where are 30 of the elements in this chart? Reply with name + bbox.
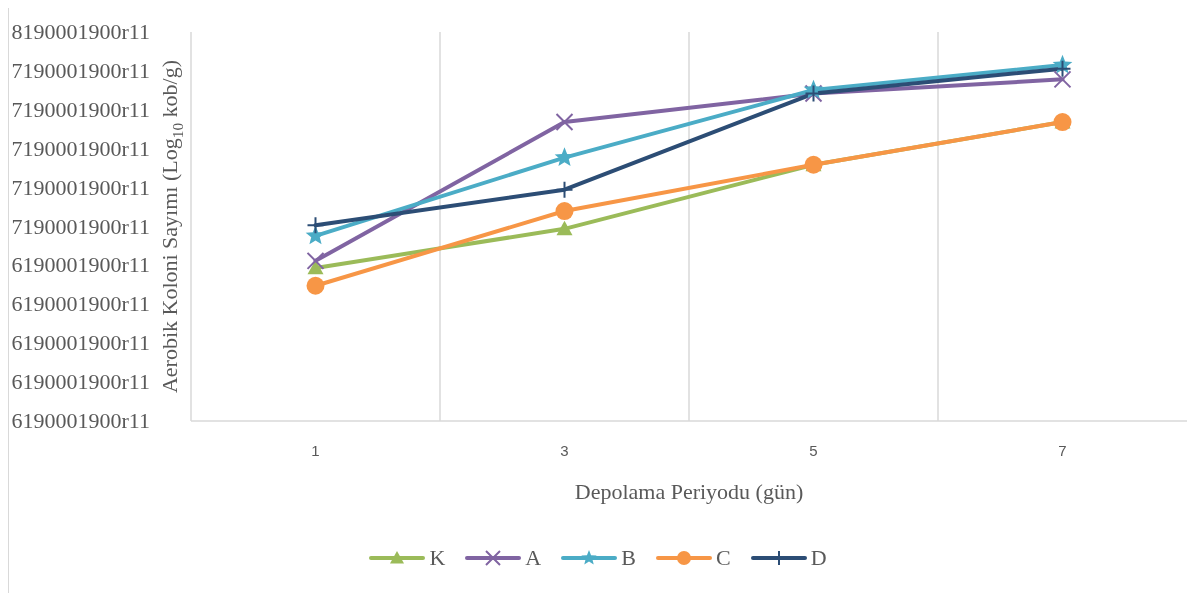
text: 7190001900r11 [11,174,150,201]
text: 6190001900r11 [11,408,150,434]
text: 8190001900r11 [11,19,150,45]
text: 7190001900r11 [11,57,150,84]
text: 6190001900r11 [11,330,150,357]
point [1053,59,1072,78]
legend-label: D [810,545,827,571]
legend-label: C [715,545,731,571]
x-tick-label: 7 [1058,441,1067,459]
x-tick-label: 3 [560,441,569,459]
point [555,113,574,132]
x-tick-label: 1 [311,441,320,459]
text: 6190001900r11 [11,291,150,318]
text: 7190001900r11 [11,96,150,123]
legend-label: K [429,545,446,571]
legend-label: A [525,545,542,571]
point [306,276,325,295]
text: 7190001900r11 [11,213,150,240]
point [556,220,573,236]
text: 6190001900r11 [11,252,150,279]
point [555,180,574,199]
point [555,202,574,221]
point [306,216,325,235]
point [306,251,325,270]
text: 7190001900r11 [11,135,150,162]
x-tick-label: 5 [809,441,818,459]
legend-label: B [621,545,636,571]
text: 6190001900r11 [11,369,150,396]
x-axis-title: Depolama Periyodu (gün) [574,478,804,504]
point [1053,70,1072,89]
